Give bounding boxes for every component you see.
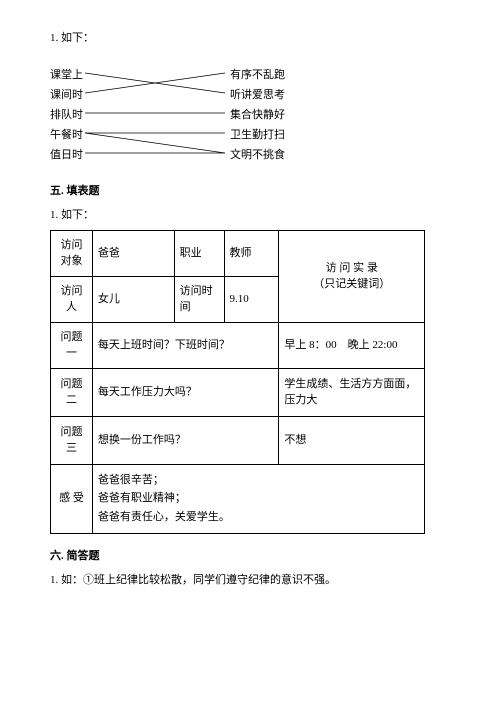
match-right-2: 听讲爱思考 (230, 87, 285, 104)
cell-r3c1: 问题一 (51, 322, 93, 368)
summary-line-2: 爸爸有职业精神； (98, 489, 419, 508)
cell-r4c1: 问题二 (51, 368, 93, 416)
cell-r2c4: 9.10 (224, 276, 279, 322)
cell-r3-a: 早上 8：00 晚上 22:00 (279, 322, 425, 368)
cell-r1c3: 职业 (174, 230, 224, 276)
cell-r2c3: 访问时间 (174, 276, 224, 322)
interview-table: 访问对象 爸爸 职业 教师 访 问 实 录 （只记关键词） 访问人 女儿 访问时… (50, 230, 425, 534)
summary-line-1: 爸爸很辛苦； (98, 471, 419, 490)
cell-r5c1: 问题三 (51, 416, 93, 464)
cell-r4-a: 学生成绩、生活方方面面，压力大 (279, 368, 425, 416)
cell-r6c1: 感 受 (51, 464, 93, 533)
cell-r2c2: 女儿 (92, 276, 174, 322)
match-left-3: 排队时 (50, 107, 83, 124)
section-5-title: 五. 填表题 (50, 183, 450, 200)
match-left-1: 课堂上 (50, 67, 83, 84)
cell-r6-content: 爸爸很辛苦； 爸爸有职业精神； 爸爸有责任心，关爱学生。 (92, 464, 424, 533)
match-left-4: 午餐时 (50, 127, 83, 144)
cell-r1c4: 教师 (224, 230, 279, 276)
matching-diagram: 课堂上 课间时 排队时 午餐时 值日时 有序不乱跑 听讲爱思考 集合快静好 卫生… (50, 65, 450, 165)
answer-6: 1. 如：①班上纪律比较松散，同学们遵守纪律的意识不强。 (50, 572, 450, 589)
match-right-4: 卫生勤打扫 (230, 127, 285, 144)
match-right-5: 文明不挑食 (230, 147, 285, 164)
match-left-2: 课间时 (50, 87, 83, 104)
cell-merged-right: 访 问 实 录 （只记关键词） (279, 230, 425, 322)
match-right-3: 集合快静好 (230, 107, 285, 124)
cell-r4-q: 每天工作压力大吗？ (92, 368, 279, 416)
match-right-1: 有序不乱跑 (230, 67, 285, 84)
section-6-title: 六. 简答题 (50, 548, 450, 565)
intro-1: 1. 如下： (50, 30, 450, 47)
cell-r1c2: 爸爸 (92, 230, 174, 276)
match-left-5: 值日时 (50, 147, 83, 164)
cell-r1c1: 访问对象 (51, 230, 93, 276)
intro-2: 1. 如下： (50, 207, 450, 224)
cell-r2c1: 访问人 (51, 276, 93, 322)
cell-r5-a: 不想 (279, 416, 425, 464)
cell-r3-q: 每天上班时间？下班时间？ (92, 322, 279, 368)
cell-r5-q: 想换一份工作吗？ (92, 416, 279, 464)
summary-line-3: 爸爸有责任心，关爱学生。 (98, 508, 419, 527)
matching-lines (85, 65, 230, 165)
